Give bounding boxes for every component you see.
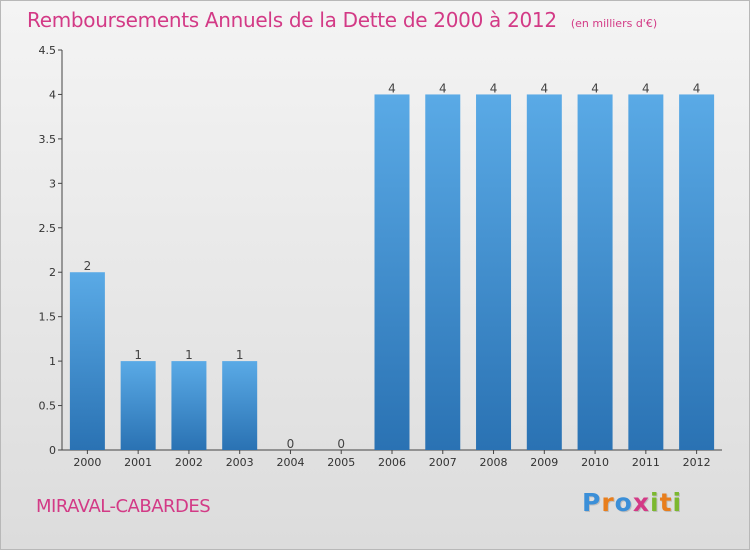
- logo-letter: o: [614, 488, 633, 517]
- x-tick-label: 2008: [480, 456, 508, 469]
- data-label: 1: [185, 348, 193, 362]
- y-tick-label: 2.5: [39, 222, 57, 235]
- x-tick-label: 2010: [581, 456, 609, 469]
- logo-letter: i: [672, 488, 683, 517]
- x-tick-label: 2003: [226, 456, 254, 469]
- data-label: 1: [236, 348, 244, 362]
- bar: [425, 94, 461, 450]
- data-label: 4: [540, 81, 548, 95]
- bar: [679, 94, 715, 450]
- y-tick-label: 1.5: [39, 311, 57, 324]
- x-tick-label: 2006: [378, 456, 406, 469]
- bar: [577, 94, 613, 450]
- logo-letter: r: [601, 488, 615, 517]
- commune-name: MIRAVAL-CABARDES: [36, 496, 211, 517]
- data-label: 4: [591, 81, 599, 95]
- data-label: 0: [337, 437, 345, 451]
- data-label: 2: [84, 259, 92, 273]
- chart-unit: (en milliers d'€): [570, 17, 658, 30]
- data-label: 4: [388, 81, 396, 95]
- logo-letter: i: [650, 488, 660, 517]
- chart-title-text: Remboursements Annuels de la Dette de 20…: [27, 8, 557, 32]
- x-tick-label: 2001: [124, 456, 152, 469]
- data-label: 4: [439, 81, 447, 95]
- data-label: 4: [693, 81, 701, 95]
- bar: [628, 94, 664, 450]
- x-tick-label: 2005: [327, 456, 355, 469]
- y-tick-label: 2: [49, 266, 56, 279]
- data-label: 1: [134, 348, 142, 362]
- x-tick-label: 2011: [632, 456, 660, 469]
- y-tick-label: 4.5: [39, 44, 57, 57]
- x-tick-label: 2007: [429, 456, 457, 469]
- proxiti-logo: Proxiti: [582, 488, 682, 517]
- x-tick-label: 2002: [175, 456, 203, 469]
- x-tick-label: 2009: [530, 456, 558, 469]
- x-tick-label: 2000: [73, 456, 101, 469]
- bar: [476, 94, 512, 450]
- bar: [171, 361, 207, 450]
- bar: [526, 94, 562, 450]
- logo-letter: P: [582, 488, 602, 517]
- data-label: 4: [642, 81, 650, 95]
- chart-title: Remboursements Annuels de la Dette de 20…: [27, 8, 657, 32]
- bar: [120, 361, 156, 450]
- logo-letter: t: [659, 488, 673, 517]
- x-tick-label: 2004: [276, 456, 304, 469]
- bar: [69, 272, 105, 450]
- data-label: 0: [287, 437, 295, 451]
- y-tick-label: 1: [49, 355, 56, 368]
- y-tick-label: 0.5: [39, 400, 57, 413]
- data-label: 4: [490, 81, 498, 95]
- bar: [374, 94, 410, 450]
- y-tick-label: 3.5: [39, 133, 57, 146]
- y-tick-label: 0: [49, 444, 56, 457]
- y-tick-label: 3: [49, 177, 56, 190]
- y-tick-label: 4: [49, 88, 56, 101]
- bar: [222, 361, 258, 450]
- x-tick-label: 2012: [683, 456, 711, 469]
- logo-letter: x: [632, 488, 650, 517]
